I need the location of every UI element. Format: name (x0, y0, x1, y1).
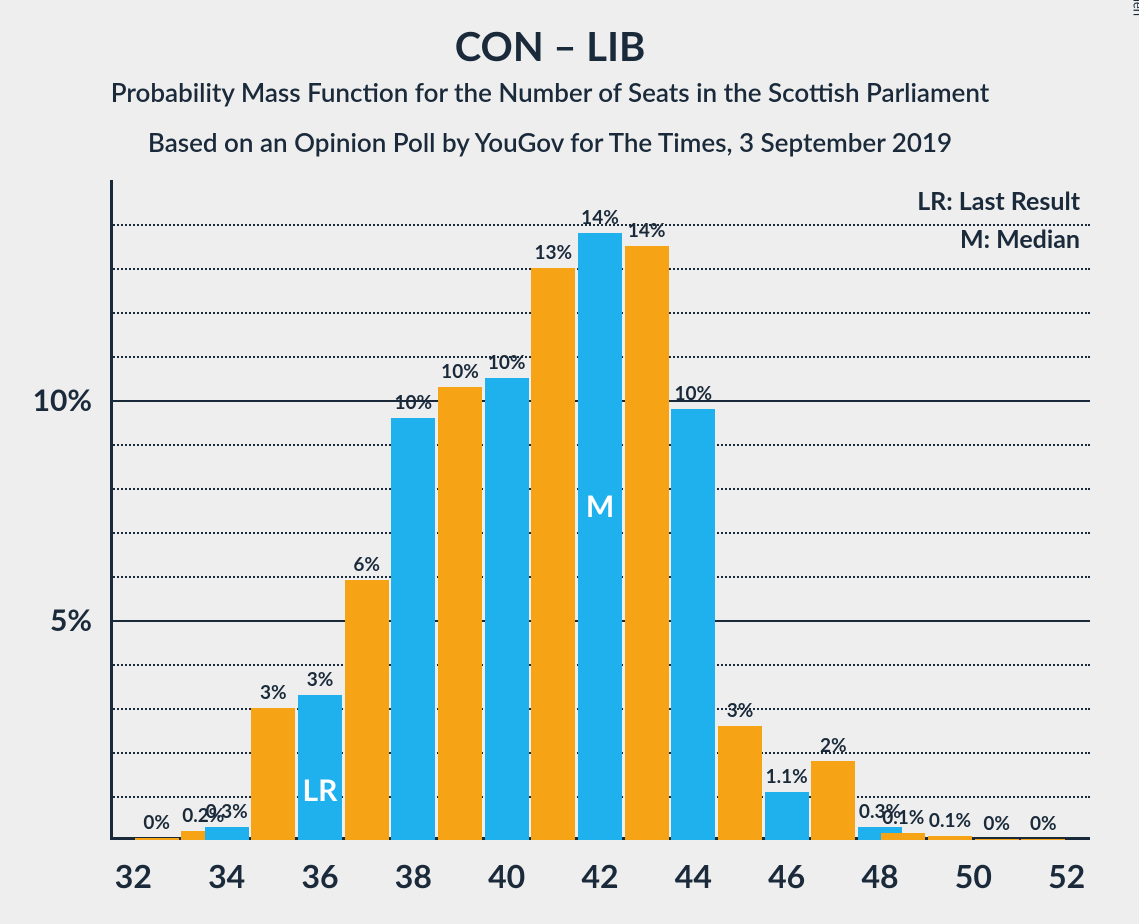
y-axis (110, 180, 113, 840)
y-tick-label: 5% (2, 602, 92, 638)
x-tick-label: 32 (93, 856, 173, 895)
copyright-text: © 2021 Filip van Laenen (1131, 0, 1139, 16)
bar (1021, 839, 1065, 840)
legend-m: M: Median (960, 224, 1080, 254)
bar (765, 792, 809, 840)
bar (578, 233, 622, 840)
x-tick-label: 40 (467, 856, 547, 895)
x-tick-label: 38 (373, 856, 453, 895)
bar (391, 418, 435, 840)
x-tick-label: 34 (187, 856, 267, 895)
bar (881, 833, 925, 840)
bar (135, 838, 179, 840)
x-tick-label: 52 (1027, 856, 1107, 895)
bar (251, 708, 295, 840)
chart-container: CON – LIB Probability Mass Function for … (0, 0, 1139, 924)
x-tick-label: 44 (653, 856, 733, 895)
x-tick-label: 46 (747, 856, 827, 895)
bar (205, 827, 249, 840)
legend-lr: LR: Last Result (917, 186, 1080, 216)
x-tick-label: 48 (840, 856, 920, 895)
plot-area: 5%10%0%0.2%0.3%3%3%LR6%10%10%10%13%14%M1… (110, 180, 1090, 840)
bar-value-label: 3% (693, 699, 786, 722)
bar-value-label: 10% (647, 382, 740, 405)
bar (531, 268, 575, 840)
y-tick-label: 10% (2, 382, 92, 418)
bar-value-label: 2% (787, 734, 880, 757)
bar (975, 839, 1019, 840)
bar-annotation: LR (298, 772, 342, 808)
x-tick-label: 36 (280, 856, 360, 895)
bar-value-label: 0% (997, 812, 1090, 835)
chart-subtitle-2: Based on an Opinion Poll by YouGov for T… (0, 126, 1100, 158)
bar-value-label: 14% (600, 219, 693, 242)
bar (485, 378, 529, 840)
x-tick-label: 50 (933, 856, 1013, 895)
chart-title: CON – LIB (0, 22, 1100, 70)
bar (298, 695, 342, 840)
bar (625, 246, 669, 840)
chart-subtitle-1: Probability Mass Function for the Number… (0, 76, 1100, 108)
bar (928, 836, 972, 840)
bar (438, 387, 482, 840)
bar-annotation: M (578, 488, 622, 524)
bar (345, 580, 389, 840)
x-tick-label: 42 (560, 856, 640, 895)
bar (671, 409, 715, 840)
